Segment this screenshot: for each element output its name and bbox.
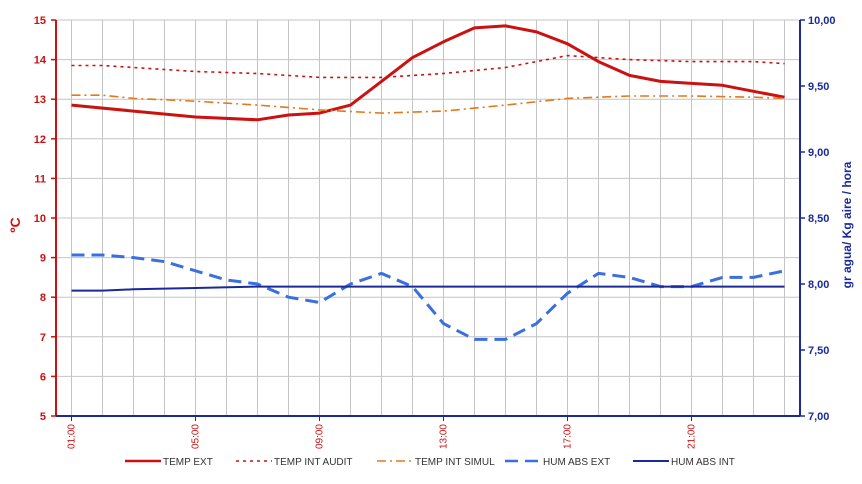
- grid: [56, 19, 800, 417]
- left-axis-title: ºC: [7, 217, 23, 232]
- series-line: [71, 253, 785, 341]
- left-tick-label: 7: [40, 332, 46, 344]
- left-tick-label: 11: [34, 173, 46, 185]
- right-tick-label: 10,00: [808, 15, 836, 27]
- left-tick-label: 10: [34, 213, 46, 225]
- legend-label: TEMP INT AUDIT: [274, 457, 353, 468]
- legend-label: TEMP INT SIMUL: [415, 457, 495, 468]
- right-tick-label: 8,50: [808, 213, 829, 225]
- right-axis-ticks: 7,00 7,50 8,00 8,50 9,00 9,50 10,00: [800, 15, 836, 423]
- x-tick-label: 13:00: [439, 424, 450, 449]
- left-tick-label: 15: [34, 15, 46, 27]
- left-tick-label: 8: [40, 292, 46, 304]
- x-tick-label: 05:00: [191, 424, 202, 449]
- left-tick-label: 13: [34, 94, 46, 106]
- right-tick-label: 7,50: [808, 345, 829, 357]
- x-tick-label: 17:00: [563, 424, 574, 449]
- x-tick-label: 01:00: [67, 424, 78, 449]
- series-line: [71, 285, 785, 292]
- left-tick-label: 5: [40, 411, 46, 423]
- series-line: [71, 54, 785, 79]
- series-lines: [71, 24, 785, 341]
- right-tick-label: 8,00: [808, 279, 829, 291]
- left-tick-label: 9: [40, 253, 46, 265]
- legend: TEMP EXT TEMP INT AUDIT TEMP INT SIMUL HUM …: [125, 457, 735, 468]
- right-tick-label: 9,00: [808, 147, 829, 159]
- right-tick-label: 7,00: [808, 411, 829, 423]
- right-axis-title: gr agua/ Kg aire / hora: [840, 161, 854, 288]
- x-tick-label: 09:00: [315, 424, 326, 449]
- left-tick-label: 6: [40, 371, 46, 383]
- left-axis-ticks: 5 6 7 8 9 10 11 12 13 14 15: [34, 15, 56, 423]
- x-tick-label: 21:00: [687, 424, 698, 449]
- series-line: [71, 94, 785, 114]
- left-tick-label: 12: [34, 134, 46, 146]
- left-tick-label: 14: [34, 55, 47, 67]
- legend-label: TEMP EXT: [163, 457, 213, 468]
- legend-label: HUM ABS EXT: [543, 457, 610, 468]
- legend-label: HUM ABS INT: [671, 457, 735, 468]
- x-axis-ticks: 01:00 05:00 09:00 13:00 17:00 21:00: [67, 416, 698, 449]
- series-line: [71, 24, 785, 122]
- right-tick-label: 9,50: [808, 81, 829, 93]
